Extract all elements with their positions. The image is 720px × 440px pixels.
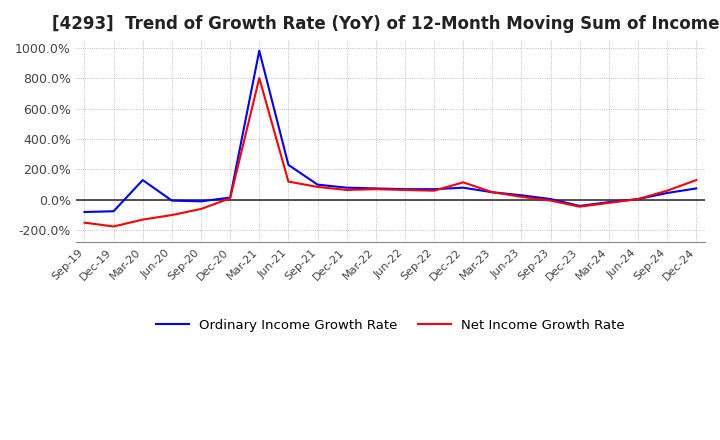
Ordinary Income Growth Rate [605,199,613,205]
Ordinary Income Growth Rate [342,185,351,191]
Ordinary Income Growth Rate [372,186,380,191]
Ordinary Income Growth Rate [430,187,438,192]
Line: Ordinary Income Growth Rate: Ordinary Income Growth Rate [84,51,696,212]
Net Income Growth Rate [430,188,438,193]
Net Income Growth Rate [255,76,264,81]
Ordinary Income Growth Rate [109,209,118,214]
Net Income Growth Rate [168,213,176,218]
Net Income Growth Rate [634,196,642,202]
Ordinary Income Growth Rate [400,187,409,192]
Net Income Growth Rate [488,190,497,195]
Net Income Growth Rate [575,204,584,209]
Net Income Growth Rate [284,179,293,184]
Ordinary Income Growth Rate [692,186,701,191]
Ordinary Income Growth Rate [138,177,147,183]
Net Income Growth Rate [605,200,613,205]
Ordinary Income Growth Rate [226,195,235,200]
Net Income Growth Rate [313,184,322,190]
Net Income Growth Rate [226,196,235,201]
Ordinary Income Growth Rate [168,198,176,203]
Legend: Ordinary Income Growth Rate, Net Income Growth Rate: Ordinary Income Growth Rate, Net Income … [150,314,630,337]
Net Income Growth Rate [546,198,555,203]
Ordinary Income Growth Rate [488,190,497,195]
Net Income Growth Rate [692,177,701,183]
Ordinary Income Growth Rate [313,182,322,187]
Ordinary Income Growth Rate [634,196,642,202]
Net Income Growth Rate [342,187,351,193]
Net Income Growth Rate [197,206,205,212]
Net Income Growth Rate [400,187,409,193]
Net Income Growth Rate [138,217,147,222]
Ordinary Income Growth Rate [284,162,293,168]
Net Income Growth Rate [517,194,526,199]
Net Income Growth Rate [372,187,380,192]
Ordinary Income Growth Rate [517,193,526,198]
Ordinary Income Growth Rate [80,209,89,215]
Line: Net Income Growth Rate: Net Income Growth Rate [84,78,696,227]
Ordinary Income Growth Rate [255,48,264,53]
Net Income Growth Rate [80,220,89,225]
Net Income Growth Rate [459,180,467,185]
Title: [4293]  Trend of Growth Rate (YoY) of 12-Month Moving Sum of Incomes: [4293] Trend of Growth Rate (YoY) of 12-… [52,15,720,33]
Ordinary Income Growth Rate [197,199,205,204]
Net Income Growth Rate [663,188,672,193]
Ordinary Income Growth Rate [546,196,555,202]
Ordinary Income Growth Rate [663,191,672,196]
Ordinary Income Growth Rate [459,185,467,191]
Net Income Growth Rate [109,224,118,229]
Ordinary Income Growth Rate [575,203,584,209]
